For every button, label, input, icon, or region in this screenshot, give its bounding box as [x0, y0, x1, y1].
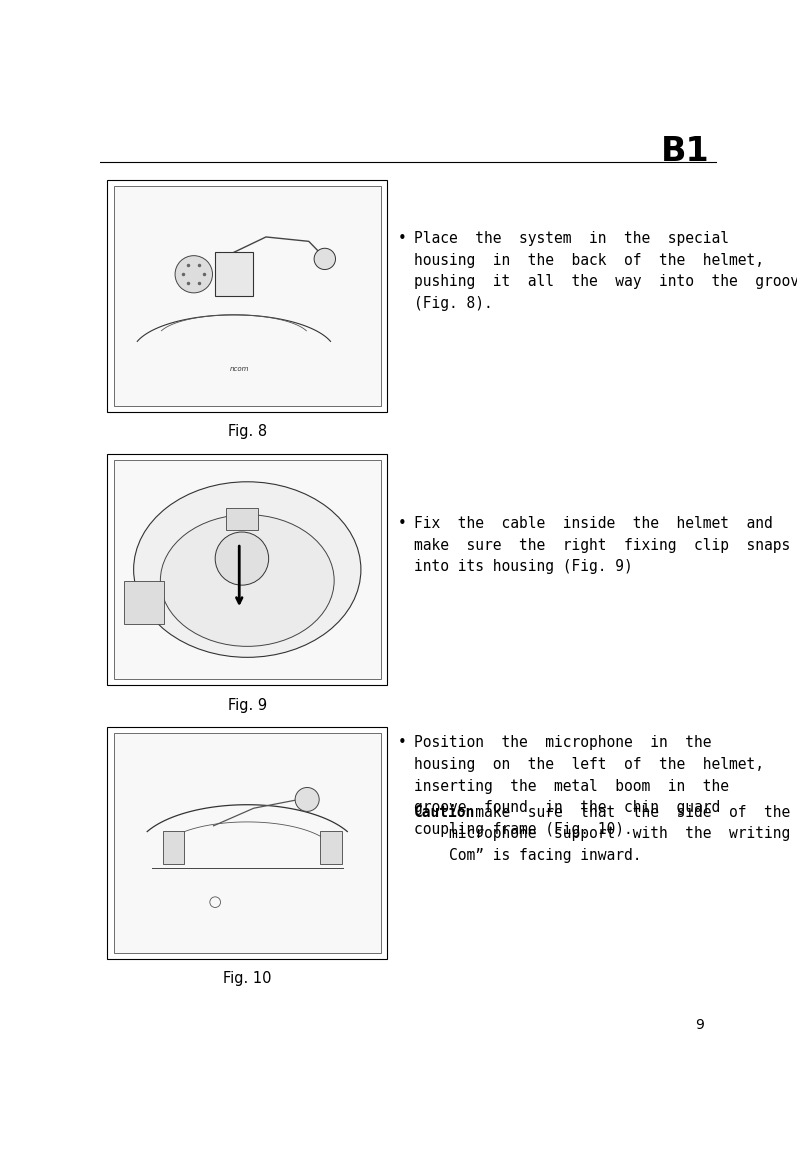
- Bar: [226, 509, 258, 530]
- Text: Place  the  system  in  the  special
housing  in  the  back  of  the  helmet,
pu: Place the system in the special housing …: [414, 231, 797, 311]
- Text: Position  the  microphone  in  the
housing  on  the  left  of  the  helmet,
inse: Position the microphone in the housing o…: [414, 735, 764, 837]
- Bar: [114, 459, 381, 679]
- Text: •: •: [398, 231, 406, 247]
- Circle shape: [175, 256, 213, 293]
- Bar: [124, 581, 164, 624]
- Text: B1: B1: [661, 134, 709, 167]
- Bar: [215, 253, 253, 296]
- Text: ncom: ncom: [230, 366, 249, 372]
- Text: Caution: Caution: [414, 804, 475, 819]
- Circle shape: [314, 248, 336, 270]
- Bar: [114, 187, 381, 406]
- Ellipse shape: [134, 482, 361, 657]
- Text: Fig. 10: Fig. 10: [223, 971, 272, 987]
- Bar: [108, 454, 387, 685]
- Text: 9: 9: [695, 1018, 704, 1032]
- Text: Fig. 9: Fig. 9: [228, 698, 267, 713]
- Bar: [108, 727, 387, 959]
- Circle shape: [215, 532, 269, 586]
- Text: Fix  the  cable  inside  the  helmet  and
make  sure  the  right  fixing  clip  : Fix the cable inside the helmet and make…: [414, 516, 790, 574]
- Text: Fig. 8: Fig. 8: [228, 424, 267, 440]
- Bar: [163, 831, 184, 864]
- Bar: [108, 180, 387, 413]
- Ellipse shape: [160, 514, 334, 646]
- Text: •: •: [398, 735, 406, 750]
- Bar: [320, 831, 342, 864]
- Circle shape: [295, 788, 319, 811]
- Bar: [114, 733, 381, 953]
- Text: •: •: [398, 516, 406, 531]
- Text: :  make  sure  that  the  side  of  the
microphone  support  with  the  writing : : make sure that the side of the microph…: [450, 804, 797, 863]
